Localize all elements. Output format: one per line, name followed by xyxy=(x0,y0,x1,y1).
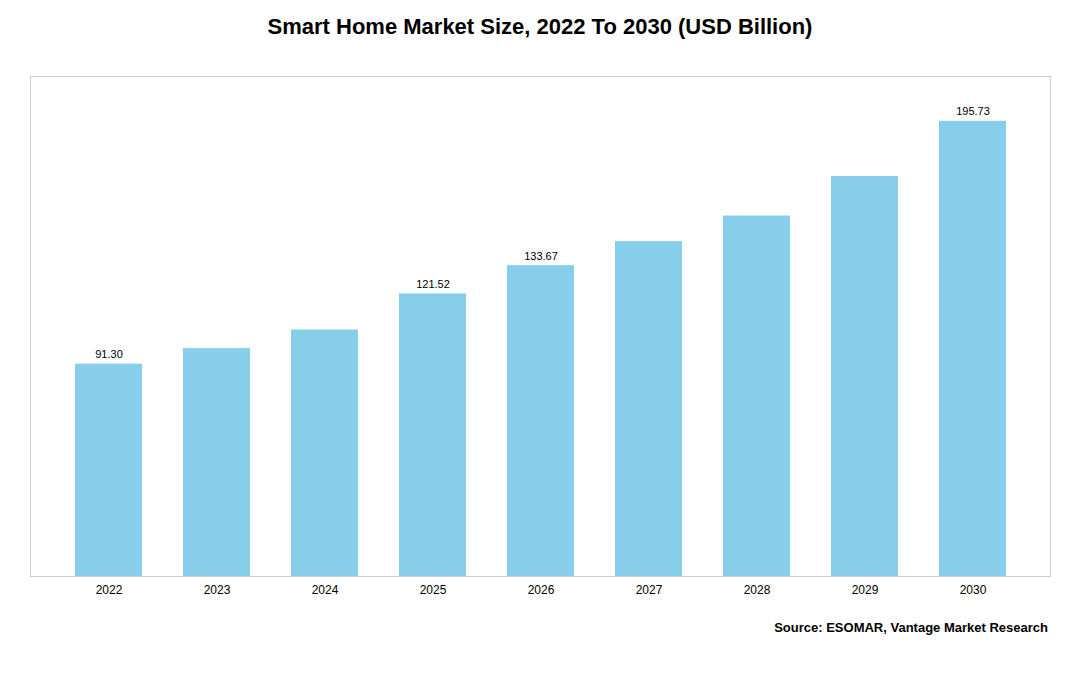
svg-text:2026: 2026 xyxy=(528,583,555,597)
html-text:Smart Home Market Size, 2022 T: Smart Home Market Size, 2022 To 2030 (US… xyxy=(267,14,813,39)
svg-text:2028: 2028 xyxy=(744,583,771,597)
svg-text:195.73: 195.73 xyxy=(956,105,990,117)
svg-text:121.52: 121.52 xyxy=(416,278,450,290)
svg-text:2030: 2030 xyxy=(960,583,987,597)
svg-text:2022: 2022 xyxy=(96,583,123,597)
svg-text:133.67: 133.67 xyxy=(524,250,558,262)
svg-text:2027: 2027 xyxy=(636,583,663,597)
svg-text:2029: 2029 xyxy=(852,583,879,597)
svg-text:2023: 2023 xyxy=(204,583,231,597)
svg-text:2024: 2024 xyxy=(312,583,339,597)
svg-text:2025: 2025 xyxy=(420,583,447,597)
html-text:Source: ESOMAR, Vantage Market: Source: ESOMAR, Vantage Market Research xyxy=(774,620,1048,635)
svg-text:91.30: 91.30 xyxy=(95,348,123,360)
